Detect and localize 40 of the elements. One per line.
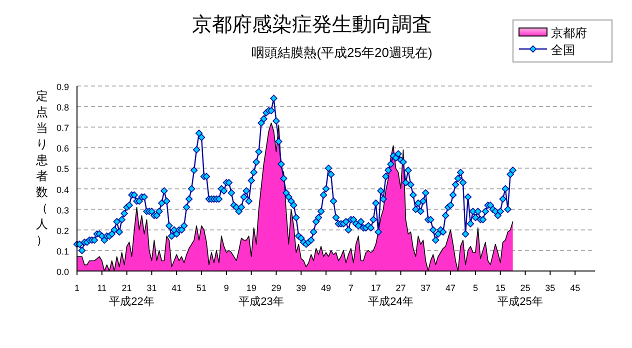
chart-subtitle: 咽頭結膜熱(平成25年20週現在) bbox=[252, 45, 432, 60]
x-tick-label: 49 bbox=[321, 283, 332, 293]
y-tick-label: 0.9 bbox=[56, 82, 69, 92]
x-tick-label: 39 bbox=[296, 283, 306, 293]
legend-label: 京都府 bbox=[551, 26, 587, 40]
x-tick-label: 17 bbox=[370, 283, 381, 293]
x-tick-label: 27 bbox=[396, 283, 406, 293]
x-tick-label: 9 bbox=[224, 283, 229, 293]
x-tick-label: 21 bbox=[122, 283, 132, 293]
x-tick-label: 35 bbox=[545, 283, 556, 293]
y-tick-label: 0.0 bbox=[56, 267, 69, 277]
x-tick-label: 7 bbox=[348, 283, 354, 293]
text: 平成23年 bbox=[238, 295, 284, 308]
y-tick-label: 0.8 bbox=[56, 102, 69, 113]
x-tick-label: 19 bbox=[246, 283, 256, 293]
x-tick-label: 25 bbox=[520, 283, 530, 293]
y-tick-label: 0.4 bbox=[56, 184, 69, 195]
x-tick-label: 51 bbox=[196, 283, 207, 293]
legend-label: 全国 bbox=[551, 43, 575, 57]
y-tick-label: 0.3 bbox=[56, 205, 69, 216]
y-tick-label: 0.2 bbox=[56, 226, 69, 236]
text: 定点当り患者数（人） bbox=[36, 89, 48, 247]
text: 平成22年 bbox=[109, 295, 154, 308]
x-tick-label: 1 bbox=[74, 283, 80, 293]
x-tick-label: 31 bbox=[146, 283, 157, 293]
x-tick-label: 41 bbox=[172, 283, 182, 293]
x-tick-label: 11 bbox=[97, 283, 107, 293]
text: 平成24年 bbox=[368, 295, 414, 308]
x-tick-label: 15 bbox=[495, 283, 506, 293]
chart-title: 京都府感染症発生動向調査 bbox=[192, 14, 432, 36]
y-tick-label: 0.7 bbox=[56, 123, 69, 134]
x-tick-label: 47 bbox=[446, 283, 456, 293]
text: 平成25年 bbox=[498, 295, 543, 308]
x-tick-label: 29 bbox=[271, 283, 282, 293]
x-tick-label: 5 bbox=[472, 283, 478, 293]
y-tick-label: 0.5 bbox=[56, 164, 69, 174]
x-tick-label: 37 bbox=[420, 283, 431, 293]
y-tick-label: 0.6 bbox=[56, 144, 69, 154]
y-tick-label: 0.1 bbox=[56, 246, 69, 256]
x-tick-label: 45 bbox=[570, 283, 580, 293]
